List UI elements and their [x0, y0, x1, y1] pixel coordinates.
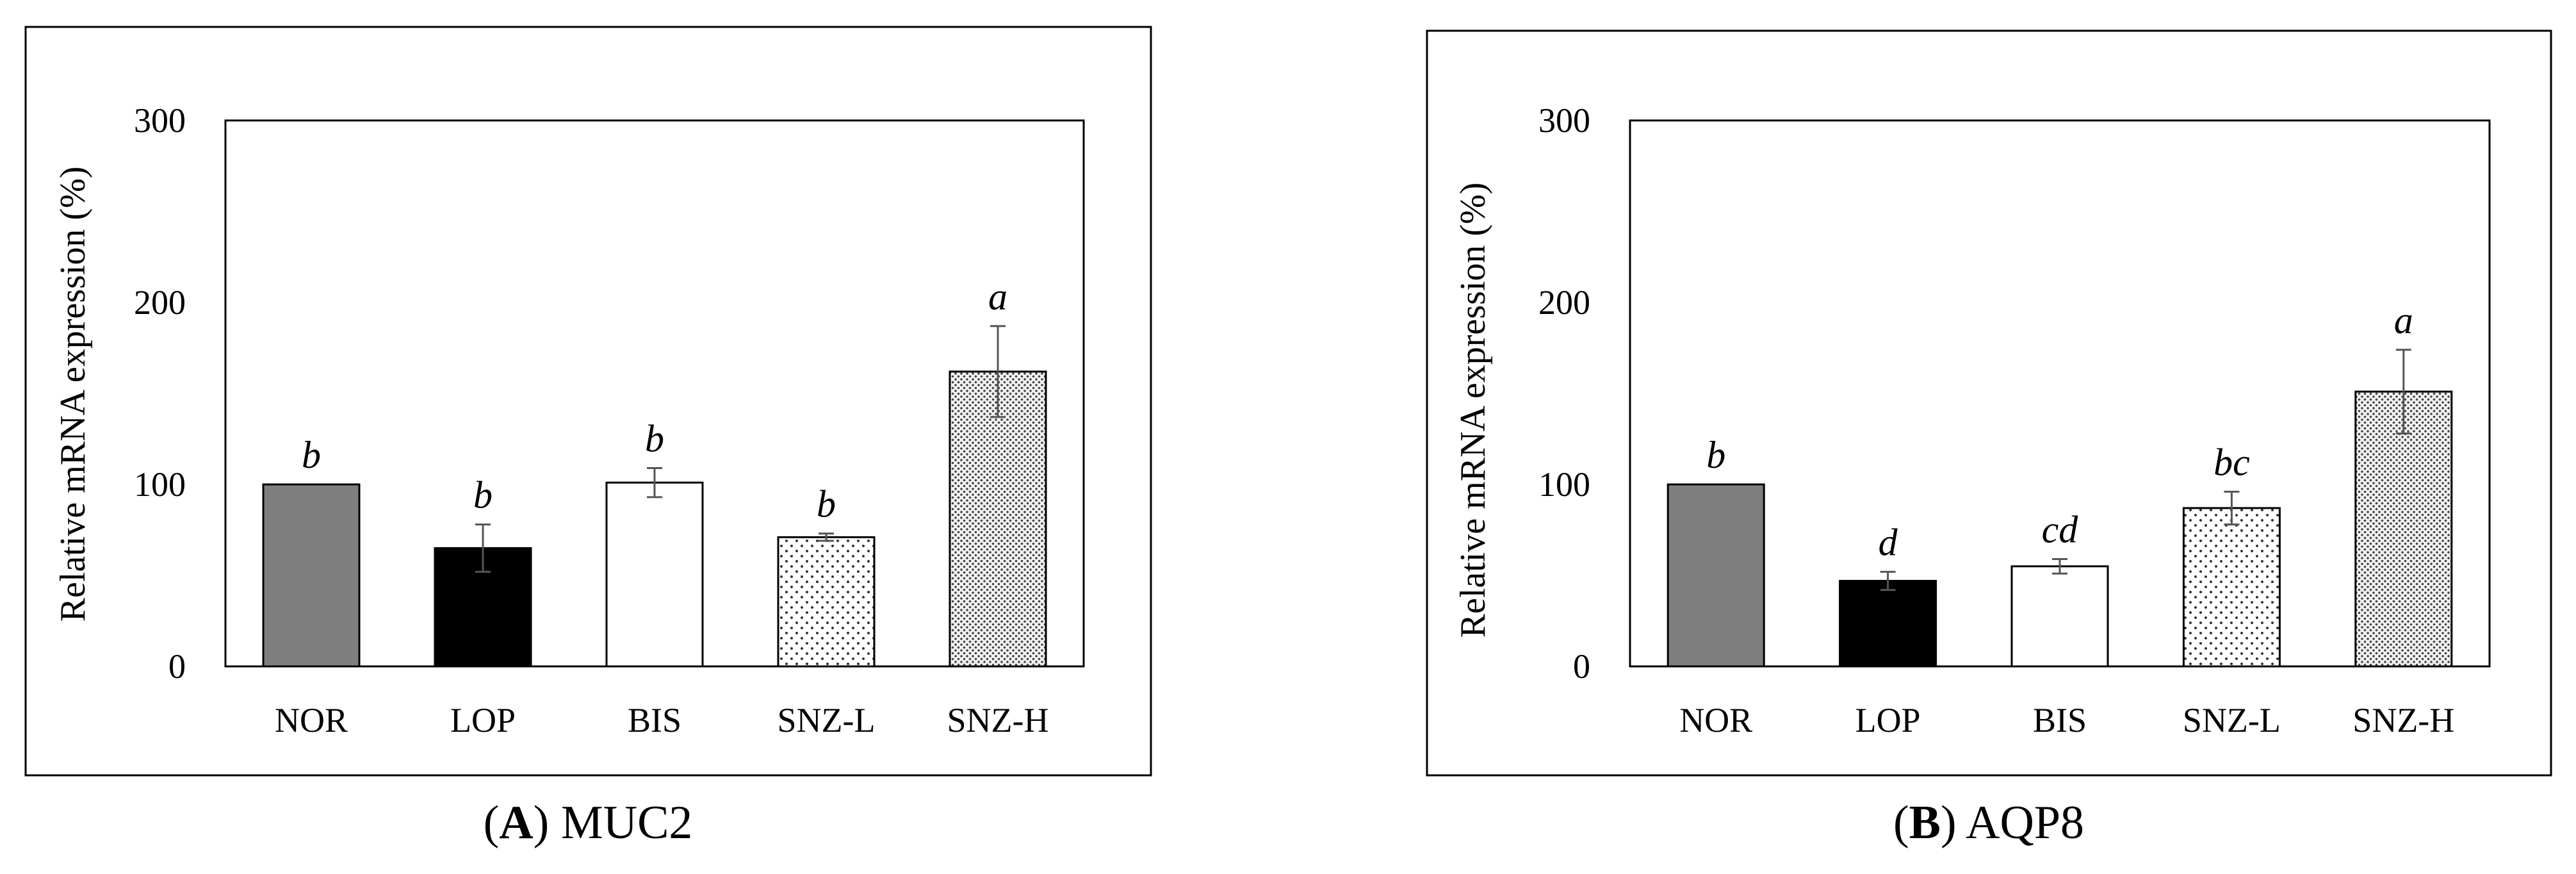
- bar: [2354, 390, 2453, 668]
- panel-frame: [1426, 29, 2552, 777]
- ticks-layer: 0 100 200 300: [134, 101, 186, 686]
- y-tick-label: 300: [134, 101, 186, 140]
- significance-letter: b: [302, 434, 321, 476]
- error-bar: [2395, 349, 2411, 434]
- significance-letter: b: [473, 474, 493, 516]
- panel-b: 0 100 200 300 b NOR d LOP cd BIS bc SNZ-L a SNZ-H Re…: [1426, 29, 2552, 849]
- ticks-layer: 0 100 200 300: [1538, 101, 1590, 686]
- panel-caption: (A) MUC2: [484, 796, 693, 849]
- significance-letter: cd: [2042, 508, 2079, 550]
- panel-frame: [24, 26, 1152, 777]
- x-tick-label: LOP: [450, 701, 516, 739]
- x-tick-label: BIS: [628, 701, 681, 739]
- labels-layer: b NOR b LOP b BIS b SNZ-L a SNZ-H: [275, 276, 1049, 739]
- significance-letter: d: [1879, 521, 1898, 563]
- y-tick-label: 100: [134, 465, 186, 504]
- y-tick-label: 0: [1573, 647, 1590, 686]
- error-bar: [647, 466, 662, 499]
- panel-name: AQP8: [1966, 796, 2084, 849]
- y-tick-label: 300: [1538, 101, 1590, 140]
- bar: [262, 483, 361, 668]
- bar: [1667, 483, 1765, 668]
- y-axis-label: Relative mRNA expression (%): [53, 167, 93, 622]
- x-tick-label: NOR: [1679, 701, 1752, 739]
- bar: [777, 536, 876, 668]
- significance-letter: bc: [2213, 441, 2250, 483]
- error-bar: [1880, 570, 1896, 591]
- x-tick-label: SNZ-H: [947, 701, 1049, 739]
- bar: [2182, 507, 2281, 668]
- x-tick-label: LOP: [1855, 701, 1921, 739]
- bar: [2010, 565, 2109, 668]
- significance-letter: a: [988, 276, 1007, 318]
- error-bar: [475, 523, 491, 573]
- error-bar: [2052, 557, 2067, 575]
- panel-a: 0 100 200 300 b NOR b LOP b BIS b SNZ-L a SNZ-H Rela…: [24, 26, 1152, 849]
- y-tick-label: 200: [134, 283, 186, 322]
- y-axis-label: Relative mRNA expression (%): [1453, 183, 1493, 638]
- significance-letter: b: [817, 483, 836, 525]
- panel-letter: A: [499, 796, 533, 849]
- bar: [605, 481, 704, 668]
- bar: [949, 370, 1047, 668]
- panel-name: MUC2: [561, 796, 693, 849]
- significance-letter: b: [1706, 434, 1725, 476]
- bar: [1839, 580, 1937, 668]
- labels-layer: b NOR d LOP cd BIS bc SNZ-L a SNZ-H: [1679, 299, 2454, 739]
- y-tick-label: 100: [1538, 465, 1590, 504]
- bars-layer: [1667, 390, 2453, 668]
- panel-letter: B: [1909, 796, 1941, 849]
- error-bar: [2224, 490, 2240, 525]
- significance-letter: b: [645, 417, 664, 459]
- x-tick-label: SNZ-H: [2352, 701, 2454, 739]
- y-tick-label: 0: [168, 647, 186, 686]
- x-tick-label: NOR: [275, 701, 348, 739]
- error-bar: [819, 532, 834, 542]
- x-tick-label: SNZ-L: [778, 701, 876, 739]
- significance-letter: a: [2394, 299, 2413, 342]
- errors-layer: [1880, 349, 2411, 591]
- x-tick-label: SNZ-L: [2183, 701, 2281, 739]
- bars-layer: [262, 370, 1047, 668]
- panel-caption: (B) AQP8: [1893, 796, 2084, 849]
- plot-area-frame: [1629, 119, 2491, 668]
- y-tick-label: 200: [1538, 283, 1590, 322]
- plot-area-frame: [224, 119, 1085, 668]
- x-tick-label: BIS: [2033, 701, 2087, 739]
- errors-layer: [475, 325, 1006, 573]
- error-bar: [990, 325, 1006, 418]
